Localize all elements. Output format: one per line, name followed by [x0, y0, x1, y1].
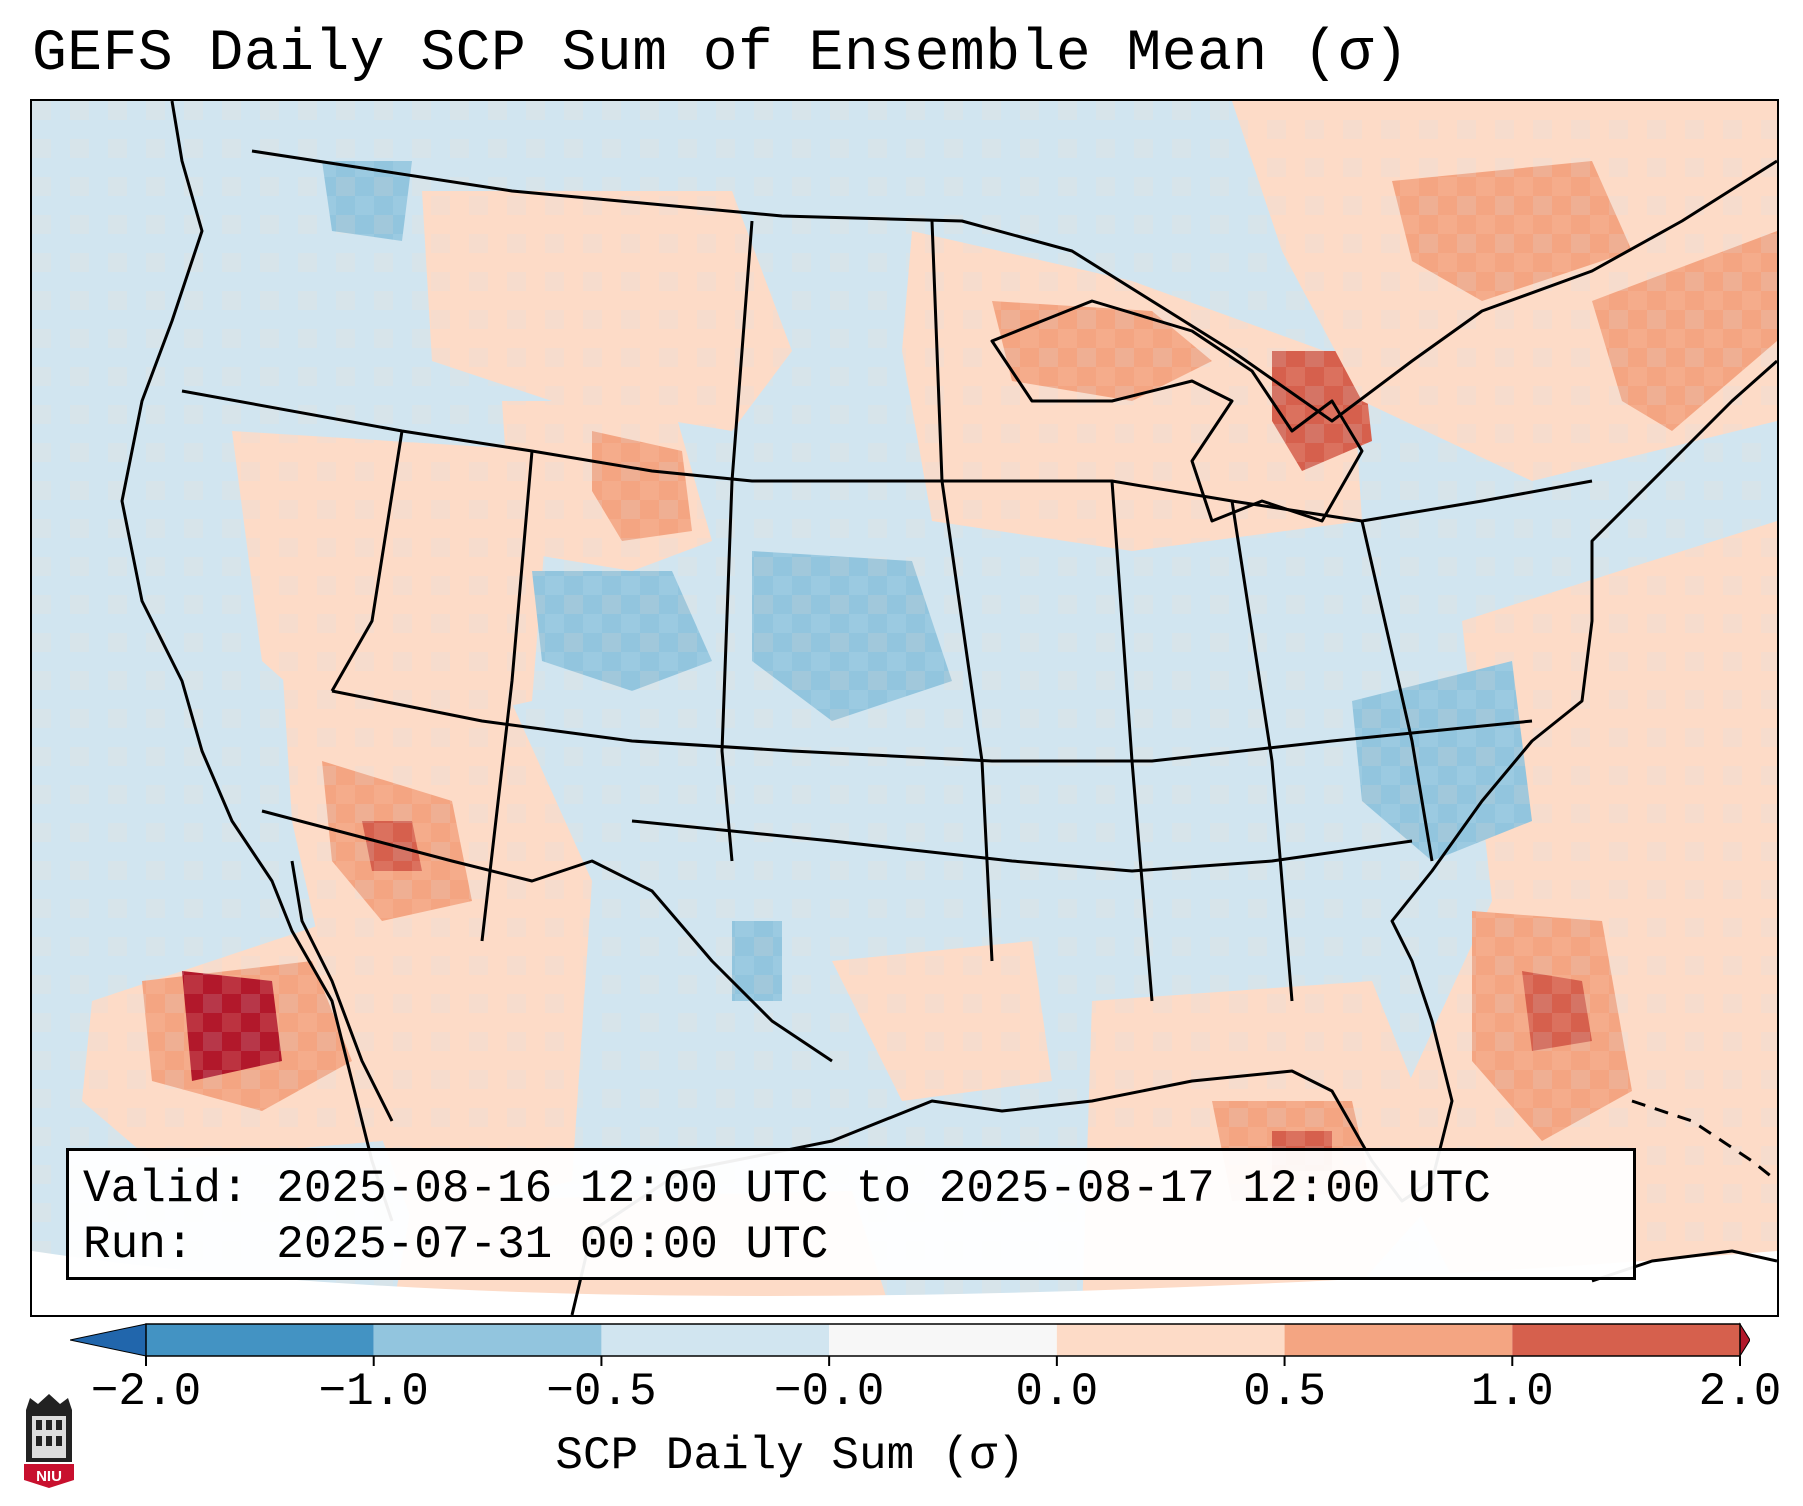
colorbar-segment: [373, 1324, 602, 1356]
colorbar-segment: [829, 1324, 1057, 1356]
colorbar-tick-label: 1.0: [1470, 1366, 1554, 1418]
state-lines-vertical-5: [1110, 480, 1154, 1002]
anomaly-fields: [32, 101, 1777, 1315]
colorbar-frame: [145, 1323, 1741, 1357]
coastline-west: [120, 101, 394, 1222]
colorbar-tick-label: 0.0: [1015, 1366, 1099, 1418]
colorbar-tick-label: −1.0: [318, 1366, 429, 1418]
coastline-baja: [290, 860, 394, 1122]
colorbar-segment: [1512, 1324, 1740, 1356]
state-lines-vertical-2: [480, 450, 534, 942]
state-lines-vertical-1: [330, 430, 404, 692]
colorbar-tick-label: −0.5: [546, 1366, 657, 1418]
state-lines-vertical-3: [720, 220, 754, 862]
colorbar-segment: [1056, 1324, 1285, 1356]
colorbar-tick-label: −0.0: [773, 1366, 885, 1418]
colorbar: [70, 1322, 1750, 1366]
boundaries: [120, 101, 1777, 1315]
great-lakes: [990, 299, 1364, 523]
colorbar-extend-low: [70, 1323, 147, 1357]
colorbar-tick-label: −2.0: [90, 1366, 202, 1418]
colorbar-segment: [601, 1324, 830, 1356]
coastline-gulf: [570, 359, 1777, 1315]
niu-logo: NIU: [24, 1394, 74, 1488]
cuba-islands: [1631, 1099, 1777, 1183]
state-lines-vertical-6: [1230, 500, 1294, 1002]
state-lines-south: [631, 819, 1413, 873]
valid-time-line: Valid: 2025-08-16 12:00 UTC to 2025-08-1…: [83, 1163, 1491, 1215]
colorbar-label: SCP Daily Sum (σ): [555, 1430, 1025, 1482]
state-lines-vertical-4: [930, 220, 994, 962]
anomaly-texture: [32, 101, 1777, 1315]
niu-logo-text: NIU: [36, 1468, 62, 1485]
validity-info-box: Valid: 2025-08-16 12:00 UTC to 2025-08-1…: [66, 1148, 1636, 1280]
colorbar-segment: [1284, 1324, 1513, 1356]
colorbar-extend-high: [1739, 1322, 1750, 1358]
run-time-line: Run: 2025-07-31 00:00 UTC: [83, 1219, 829, 1271]
colorbar-segment: [146, 1324, 374, 1356]
colorbar-tick-label: 0.5: [1243, 1366, 1326, 1418]
anomaly-map: [32, 101, 1777, 1315]
colorbar-segments: [70, 1322, 1750, 1366]
border-canada: [251, 149, 1777, 423]
state-lines-vertical-7: [1360, 520, 1434, 862]
chart-title: GEFS Daily SCP Sum of Ensemble Mean (σ): [32, 22, 1409, 87]
state-lines-north: [181, 389, 1593, 523]
colorbar-tick-label: 2.0: [1698, 1366, 1782, 1418]
projection-edge: [32, 1251, 1777, 1315]
border-mexico: [261, 809, 833, 1063]
map-panel: [30, 99, 1779, 1317]
